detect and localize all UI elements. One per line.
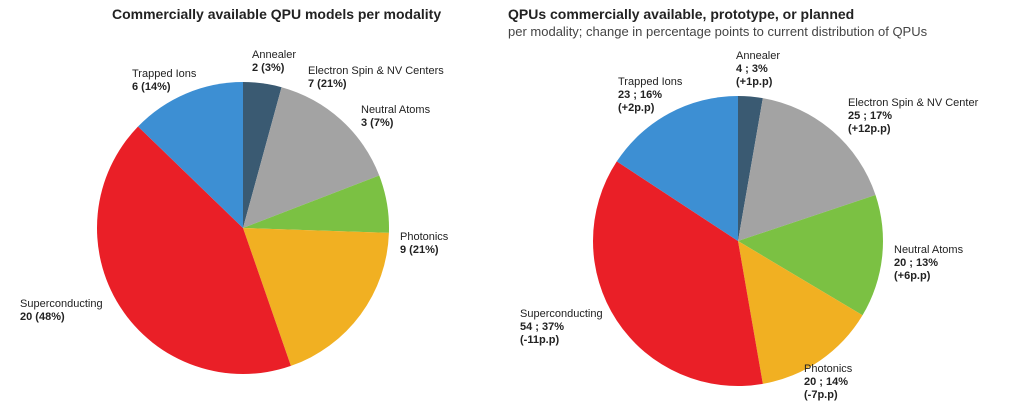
slice-label-electron-spin-and-nv-center: Electron Spin & NV Center [848, 97, 979, 109]
pie-slice-trapped-ions [138, 81, 243, 228]
slice-change-trapped-ions: (+2p.p) [618, 102, 655, 114]
slice-label-photonics: Photonics [804, 363, 853, 375]
pie-slice-annealer [738, 96, 763, 241]
pie-slice-neutral-atoms [243, 175, 390, 233]
slice-value-trapped-ions: 23 ; 16% [618, 89, 662, 101]
pie-slice-electron-spin-and-nv-center [738, 98, 876, 241]
slice-label-neutral-atoms: Neutral Atoms [361, 104, 431, 116]
slice-label-neutral-atoms: Neutral Atoms [894, 244, 964, 256]
slice-label-trapped-ions: Trapped Ions [132, 68, 197, 80]
slice-change-neutral-atoms: (+6p.p) [894, 270, 931, 282]
right-chart-subtitle: per modality; change in percentage point… [508, 24, 928, 39]
pie-slice-neutral-atoms [738, 195, 883, 316]
slice-value-electron-spin-and-nv-center: 25 ; 17% [848, 110, 892, 122]
slice-label-superconducting: Superconducting [520, 308, 603, 320]
slice-value-annealer: 4 ; 3% [736, 63, 768, 75]
slice-label-annealer: Annealer [736, 50, 780, 62]
right-chart-title: QPUs commercially available, prototype, … [508, 6, 855, 22]
pie-slice-photonics [738, 241, 863, 384]
pie-slice-photonics [243, 228, 389, 366]
left-chart-title: Commercially available QPU models per mo… [112, 6, 442, 22]
pie-slice-trapped-ions [616, 96, 738, 241]
slice-value-trapped-ions: 6 (14%) [132, 81, 171, 93]
slice-change-photonics: (-7p.p) [804, 389, 838, 401]
pie-slice-superconducting [592, 161, 763, 387]
slice-change-annealer: (+1p.p) [736, 76, 773, 88]
slice-value-photonics: 20 ; 14% [804, 376, 848, 388]
slice-value-neutral-atoms: 20 ; 13% [894, 257, 938, 269]
left-chart-panel: Commercially available QPU models per mo… [0, 0, 500, 409]
pie-slice-superconducting [96, 126, 291, 374]
slice-value-annealer: 2 (3%) [252, 62, 285, 74]
slice-value-electron-spin-and-nv-centers: 7 (21%) [308, 78, 347, 90]
slice-label-trapped-ions: Trapped Ions [618, 76, 683, 88]
slice-value-neutral-atoms: 3 (7%) [361, 117, 394, 129]
slice-value-superconducting: 54 ; 37% [520, 321, 564, 333]
slice-label-annealer: Annealer [252, 49, 296, 61]
pie-slice-electron-spin-and-nv-centers [243, 87, 380, 228]
slice-label-photonics: Photonics [400, 231, 449, 243]
slice-change-superconducting: (-11p.p) [520, 334, 559, 346]
slice-value-photonics: 9 (21%) [400, 244, 439, 256]
slice-label-superconducting: Superconducting [20, 298, 103, 310]
slice-value-superconducting: 20 (48%) [20, 311, 65, 323]
slice-label-electron-spin-and-nv-centers: Electron Spin & NV Centers [308, 65, 444, 77]
pie-slice-annealer [243, 82, 282, 228]
right-chart-panel: QPUs commercially available, prototype, … [500, 0, 1024, 409]
slice-change-electron-spin-and-nv-center: (+12p.p) [848, 123, 891, 135]
